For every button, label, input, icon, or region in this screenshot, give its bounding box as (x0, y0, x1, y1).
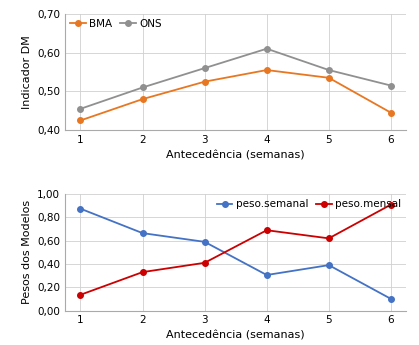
peso.semanal (264, 273, 269, 277)
ONS (78, 107, 83, 111)
Legend: BMA, ONS: BMA, ONS (68, 17, 164, 31)
Line: BMA: BMA (78, 67, 394, 123)
peso.semanal (78, 207, 83, 211)
ONS (388, 83, 393, 88)
peso.mensal (326, 236, 331, 240)
peso.mensal (140, 270, 145, 274)
ONS (264, 47, 269, 51)
Legend: peso.semanal, peso.mensal: peso.semanal, peso.mensal (215, 197, 403, 211)
peso.mensal (264, 228, 269, 232)
ONS (326, 68, 331, 72)
BMA (202, 80, 207, 84)
BMA (78, 118, 83, 122)
Y-axis label: Pesos dos Modelos: Pesos dos Modelos (21, 200, 31, 304)
peso.mensal (78, 293, 83, 297)
X-axis label: Antecedência (semanas): Antecedência (semanas) (166, 150, 305, 160)
ONS (140, 86, 145, 90)
BMA (326, 76, 331, 80)
peso.semanal (140, 231, 145, 235)
peso.semanal (388, 297, 393, 301)
BMA (388, 111, 393, 115)
Line: peso.mensal: peso.mensal (78, 202, 394, 298)
peso.semanal (326, 263, 331, 267)
peso.semanal (202, 240, 207, 244)
X-axis label: Antecedência (semanas): Antecedência (semanas) (166, 331, 305, 341)
BMA (264, 68, 269, 72)
peso.mensal (388, 203, 393, 207)
Y-axis label: Indicador DM: Indicador DM (21, 35, 31, 109)
peso.mensal (202, 261, 207, 265)
Line: ONS: ONS (78, 46, 394, 111)
Line: peso.semanal: peso.semanal (78, 206, 394, 302)
ONS (202, 66, 207, 70)
BMA (140, 97, 145, 101)
